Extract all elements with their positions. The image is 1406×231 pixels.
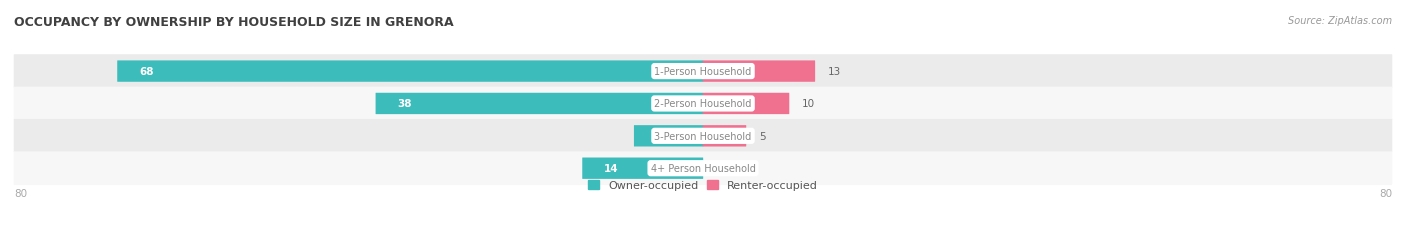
Text: 1-Person Household: 1-Person Household	[654, 67, 752, 77]
Text: 0: 0	[716, 164, 723, 173]
Text: 80: 80	[1379, 188, 1392, 198]
Text: Source: ZipAtlas.com: Source: ZipAtlas.com	[1288, 16, 1392, 26]
Text: 5: 5	[759, 131, 766, 141]
Text: 8: 8	[655, 131, 662, 141]
FancyBboxPatch shape	[703, 126, 747, 147]
FancyBboxPatch shape	[634, 126, 703, 147]
FancyBboxPatch shape	[117, 61, 703, 82]
Text: 2-Person Household: 2-Person Household	[654, 99, 752, 109]
Text: 68: 68	[139, 67, 153, 77]
FancyBboxPatch shape	[703, 93, 789, 115]
Text: 14: 14	[605, 164, 619, 173]
Text: OCCUPANCY BY OWNERSHIP BY HOUSEHOLD SIZE IN GRENORA: OCCUPANCY BY OWNERSHIP BY HOUSEHOLD SIZE…	[14, 16, 454, 29]
Text: 13: 13	[828, 67, 841, 77]
FancyBboxPatch shape	[14, 119, 1392, 153]
Text: 10: 10	[801, 99, 815, 109]
FancyBboxPatch shape	[375, 93, 703, 115]
Text: 38: 38	[398, 99, 412, 109]
Text: 4+ Person Household: 4+ Person Household	[651, 164, 755, 173]
FancyBboxPatch shape	[582, 158, 703, 179]
Text: 80: 80	[14, 188, 27, 198]
FancyBboxPatch shape	[14, 55, 1392, 88]
FancyBboxPatch shape	[703, 61, 815, 82]
Text: 3-Person Household: 3-Person Household	[654, 131, 752, 141]
FancyBboxPatch shape	[14, 87, 1392, 121]
Legend: Owner-occupied, Renter-occupied: Owner-occupied, Renter-occupied	[583, 176, 823, 195]
FancyBboxPatch shape	[14, 152, 1392, 185]
